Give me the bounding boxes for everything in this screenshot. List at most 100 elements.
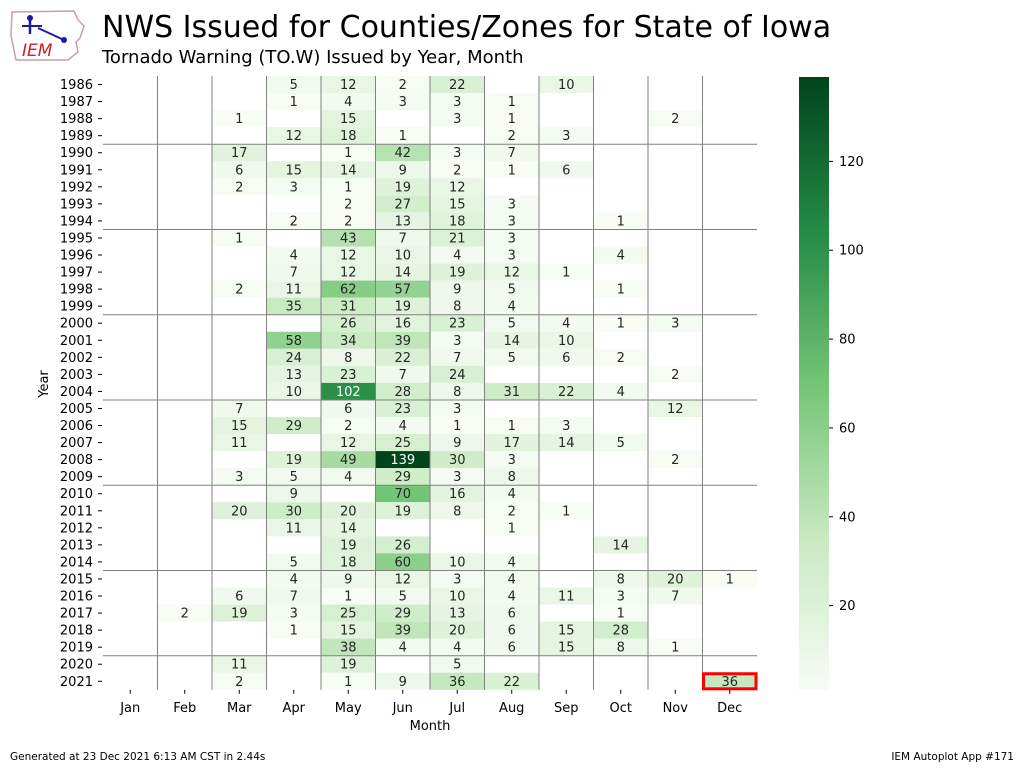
cell-value-label: 4 <box>617 385 625 400</box>
y-tick-label: 1994 <box>60 214 93 229</box>
heatmap-cell <box>539 127 594 145</box>
cell-value-label: 8 <box>344 351 352 366</box>
iem-logo: IEM <box>8 6 86 64</box>
heatmap-cell <box>321 434 376 452</box>
heatmap-cell <box>430 485 485 503</box>
heatmap-cell <box>212 280 267 298</box>
cell-value-label: 20 <box>231 504 248 519</box>
cell-value-label: 10 <box>285 385 302 400</box>
cell-value-label: 57 <box>394 283 411 298</box>
heatmap-cell <box>375 604 430 622</box>
cell-value-label: 22 <box>503 675 520 690</box>
y-tick-label: 2016 <box>60 590 93 605</box>
heatmap-cell <box>321 331 376 349</box>
heatmap-cell <box>266 553 321 571</box>
heatmap-cell <box>539 263 594 281</box>
cell-value-label: 26 <box>394 538 411 553</box>
heatmap-cell <box>539 502 594 520</box>
heatmap-cell <box>212 229 267 247</box>
cell-value-label: 30 <box>285 504 302 519</box>
cell-value-label: 58 <box>285 334 302 349</box>
cell-value-label: 12 <box>503 266 520 281</box>
heatmap-cell <box>593 621 648 639</box>
heatmap-cell <box>593 638 648 656</box>
cell-value-label: 5 <box>617 436 625 451</box>
heatmap-cells <box>157 76 757 690</box>
x-tick-label: Oct <box>610 701 632 716</box>
logo-text: IEM <box>22 41 53 61</box>
cell-value-label: 1 <box>617 317 625 332</box>
heatmap-cell <box>321 451 376 469</box>
heatmap-cell <box>266 365 321 383</box>
heatmap-cell <box>539 434 594 452</box>
cell-value-label: 10 <box>449 590 466 605</box>
cell-value-label: 1 <box>562 504 570 519</box>
heatmap-cell <box>375 570 430 588</box>
y-tick-label: 1990 <box>60 146 93 161</box>
cell-value-label: 2 <box>235 675 243 690</box>
heatmap-cell <box>430 553 485 571</box>
cell-value-label: 39 <box>394 624 411 639</box>
x-tick-label: Sep <box>554 701 579 716</box>
cell-value-label: 4 <box>508 590 516 605</box>
cell-value-label: 3 <box>399 95 407 110</box>
y-tick-label: 2005 <box>60 402 93 417</box>
heatmap-cell <box>430 348 485 366</box>
cell-value-label: 12 <box>340 266 357 281</box>
heatmap-cell <box>212 178 267 196</box>
heatmap-cell <box>321 297 376 315</box>
cell-value-label: 18 <box>340 555 357 570</box>
cell-value-label: 29 <box>285 419 302 434</box>
heatmap-cell <box>375 365 430 383</box>
cell-value-label: 1 <box>508 95 516 110</box>
cell-value-label: 18 <box>449 214 466 229</box>
cell-value-label: 1 <box>290 624 298 639</box>
heatmap-cell <box>430 638 485 656</box>
y-tick-label: 2014 <box>60 555 93 570</box>
heatmap-cell <box>321 263 376 281</box>
cell-value-label: 20 <box>667 572 684 587</box>
heatmap-cell <box>430 76 485 94</box>
cell-value-label: 3 <box>508 453 516 468</box>
heatmap-cell <box>430 417 485 435</box>
cell-value-label: 3 <box>453 334 461 349</box>
y-tick-label: 1991 <box>60 163 93 178</box>
cell-value-label: 1 <box>508 163 516 178</box>
heatmap-cell <box>375 485 430 503</box>
heatmap-cell <box>266 621 321 639</box>
cell-value-label: 28 <box>394 385 411 400</box>
heatmap-cell <box>266 297 321 315</box>
y-tick-label: 2020 <box>60 658 93 673</box>
heatmap-cell <box>430 604 485 622</box>
cell-value-label: 2 <box>671 368 679 383</box>
heatmap-cell <box>593 587 648 605</box>
y-tick-label: 2017 <box>60 607 93 622</box>
heatmap-value-labels: 5 12 2 22 101 4 3 3 11 15 3 1 212 18 1 2 317 1 42 3 76 15 14 9 2… <box>181 78 738 690</box>
cell-value-label: 10 <box>394 249 411 264</box>
heatmap-cell <box>484 212 539 230</box>
cell-value-label: 5 <box>453 658 461 673</box>
cell-value-label: 3 <box>562 419 570 434</box>
cell-value-label: 12 <box>340 436 357 451</box>
footer-app-id: IEM Autoplot App #171 <box>891 751 1014 763</box>
cell-value-label: 1 <box>235 112 243 127</box>
heatmap-cell <box>539 314 594 332</box>
heatmap-cell <box>375 672 430 690</box>
heatmap-cell <box>321 314 376 332</box>
cell-value-label: 17 <box>503 436 520 451</box>
heatmap-cell <box>539 76 594 94</box>
heatmap-cell <box>321 638 376 656</box>
cell-value-label: 24 <box>285 351 302 366</box>
cell-value-label: 7 <box>290 266 298 281</box>
heatmap-cell <box>375 76 430 94</box>
heatmap-cell <box>593 434 648 452</box>
heatmap-cell <box>430 655 485 673</box>
cell-value-label: 8 <box>453 300 461 315</box>
heatmap-cell <box>648 110 703 128</box>
cell-value-label: 4 <box>508 572 516 587</box>
cell-value-label: 1 <box>344 180 352 195</box>
heatmap-cell <box>321 76 376 94</box>
heatmap-cell <box>212 468 267 486</box>
heatmap-cell <box>321 417 376 435</box>
cell-value-label: 7 <box>453 351 461 366</box>
